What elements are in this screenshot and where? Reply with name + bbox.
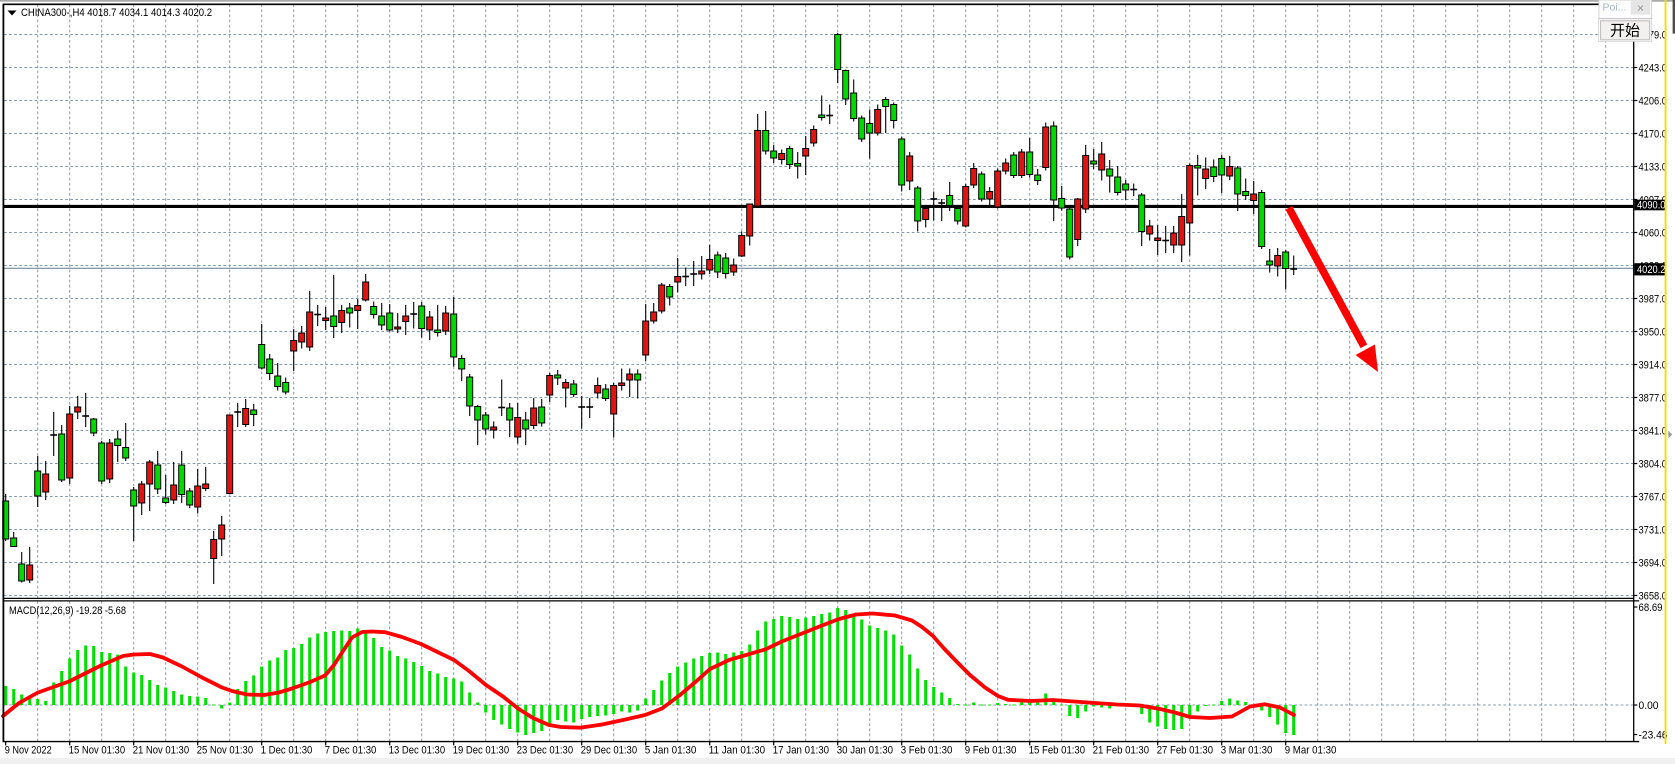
svg-text:3658.0: 3658.0 xyxy=(1639,591,1668,603)
svg-text:0.00: 0.00 xyxy=(1639,700,1659,712)
svg-text:15 Feb 01:30: 15 Feb 01:30 xyxy=(1029,745,1085,757)
svg-text:9 Mar 01:30: 9 Mar 01:30 xyxy=(1285,745,1337,757)
svg-text:4090.0: 4090.0 xyxy=(1637,200,1666,212)
svg-text:3 Mar 01:30: 3 Mar 01:30 xyxy=(1221,745,1273,757)
svg-text:3914.0: 3914.0 xyxy=(1639,360,1668,372)
svg-text:3950.0: 3950.0 xyxy=(1639,327,1668,339)
svg-text:30 Jan 01:30: 30 Jan 01:30 xyxy=(837,745,893,757)
svg-text:MACD(12,26,9) -19.28 -5.68: MACD(12,26,9) -19.28 -5.68 xyxy=(9,605,126,617)
svg-text:3877.0: 3877.0 xyxy=(1639,393,1668,405)
svg-text:3767.0: 3767.0 xyxy=(1639,492,1668,504)
svg-text:19 Dec 01:30: 19 Dec 01:30 xyxy=(453,745,509,757)
svg-text:27 Feb 01:30: 27 Feb 01:30 xyxy=(1157,745,1213,757)
svg-text:29 Dec 01:30: 29 Dec 01:30 xyxy=(581,745,637,757)
svg-text:17 Jan 01:30: 17 Jan 01:30 xyxy=(773,745,829,757)
svg-text:9 Feb 01:30: 9 Feb 01:30 xyxy=(965,745,1017,757)
svg-text:23 Dec 01:30: 23 Dec 01:30 xyxy=(517,745,573,757)
svg-text:13 Dec 01:30: 13 Dec 01:30 xyxy=(389,745,445,757)
svg-text:3987.0: 3987.0 xyxy=(1639,294,1668,306)
svg-text:-23.46: -23.46 xyxy=(1639,730,1668,742)
svg-text:Poi...: Poi... xyxy=(1603,2,1627,14)
svg-text:11 Jan 01:30: 11 Jan 01:30 xyxy=(709,745,765,757)
svg-text:5 Jan 01:30: 5 Jan 01:30 xyxy=(645,745,697,757)
svg-text:25 Nov 01:30: 25 Nov 01:30 xyxy=(197,745,253,757)
svg-text:4206.0: 4206.0 xyxy=(1639,96,1668,108)
svg-text:4170.0: 4170.0 xyxy=(1639,129,1668,141)
svg-text:68.69: 68.69 xyxy=(1639,602,1663,614)
svg-text:4133.0: 4133.0 xyxy=(1639,162,1668,174)
svg-text:15 Nov 01:30: 15 Nov 01:30 xyxy=(69,745,125,757)
svg-text:✕: ✕ xyxy=(1637,4,1645,15)
svg-text:3804.0: 3804.0 xyxy=(1639,459,1668,471)
svg-text:4020.2: 4020.2 xyxy=(1637,264,1666,276)
svg-text:3 Feb 01:30: 3 Feb 01:30 xyxy=(901,745,953,757)
svg-text:3694.0: 3694.0 xyxy=(1639,558,1668,570)
svg-text:21 Nov 01:30: 21 Nov 01:30 xyxy=(133,745,189,757)
svg-text:3731.0: 3731.0 xyxy=(1639,525,1668,537)
svg-text:7 Dec 01:30: 7 Dec 01:30 xyxy=(325,745,377,757)
svg-text:开始: 开始 xyxy=(1610,23,1640,40)
svg-text:1 Dec 01:30: 1 Dec 01:30 xyxy=(261,745,313,757)
svg-text:CHINA300-,H4 4018.7 4034.1 40: CHINA300-,H4 4018.7 4034.1 4014.3 4020.2 xyxy=(21,7,212,19)
svg-text:4243.0: 4243.0 xyxy=(1639,63,1668,75)
svg-text:9 Nov 2022: 9 Nov 2022 xyxy=(5,745,52,757)
svg-text:21 Feb 01:30: 21 Feb 01:30 xyxy=(1093,745,1149,757)
svg-text:3841.0: 3841.0 xyxy=(1639,426,1668,438)
svg-text:4060.0: 4060.0 xyxy=(1639,228,1668,240)
